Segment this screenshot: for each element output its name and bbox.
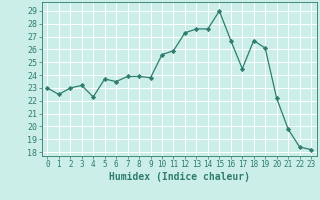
X-axis label: Humidex (Indice chaleur): Humidex (Indice chaleur) [109,172,250,182]
